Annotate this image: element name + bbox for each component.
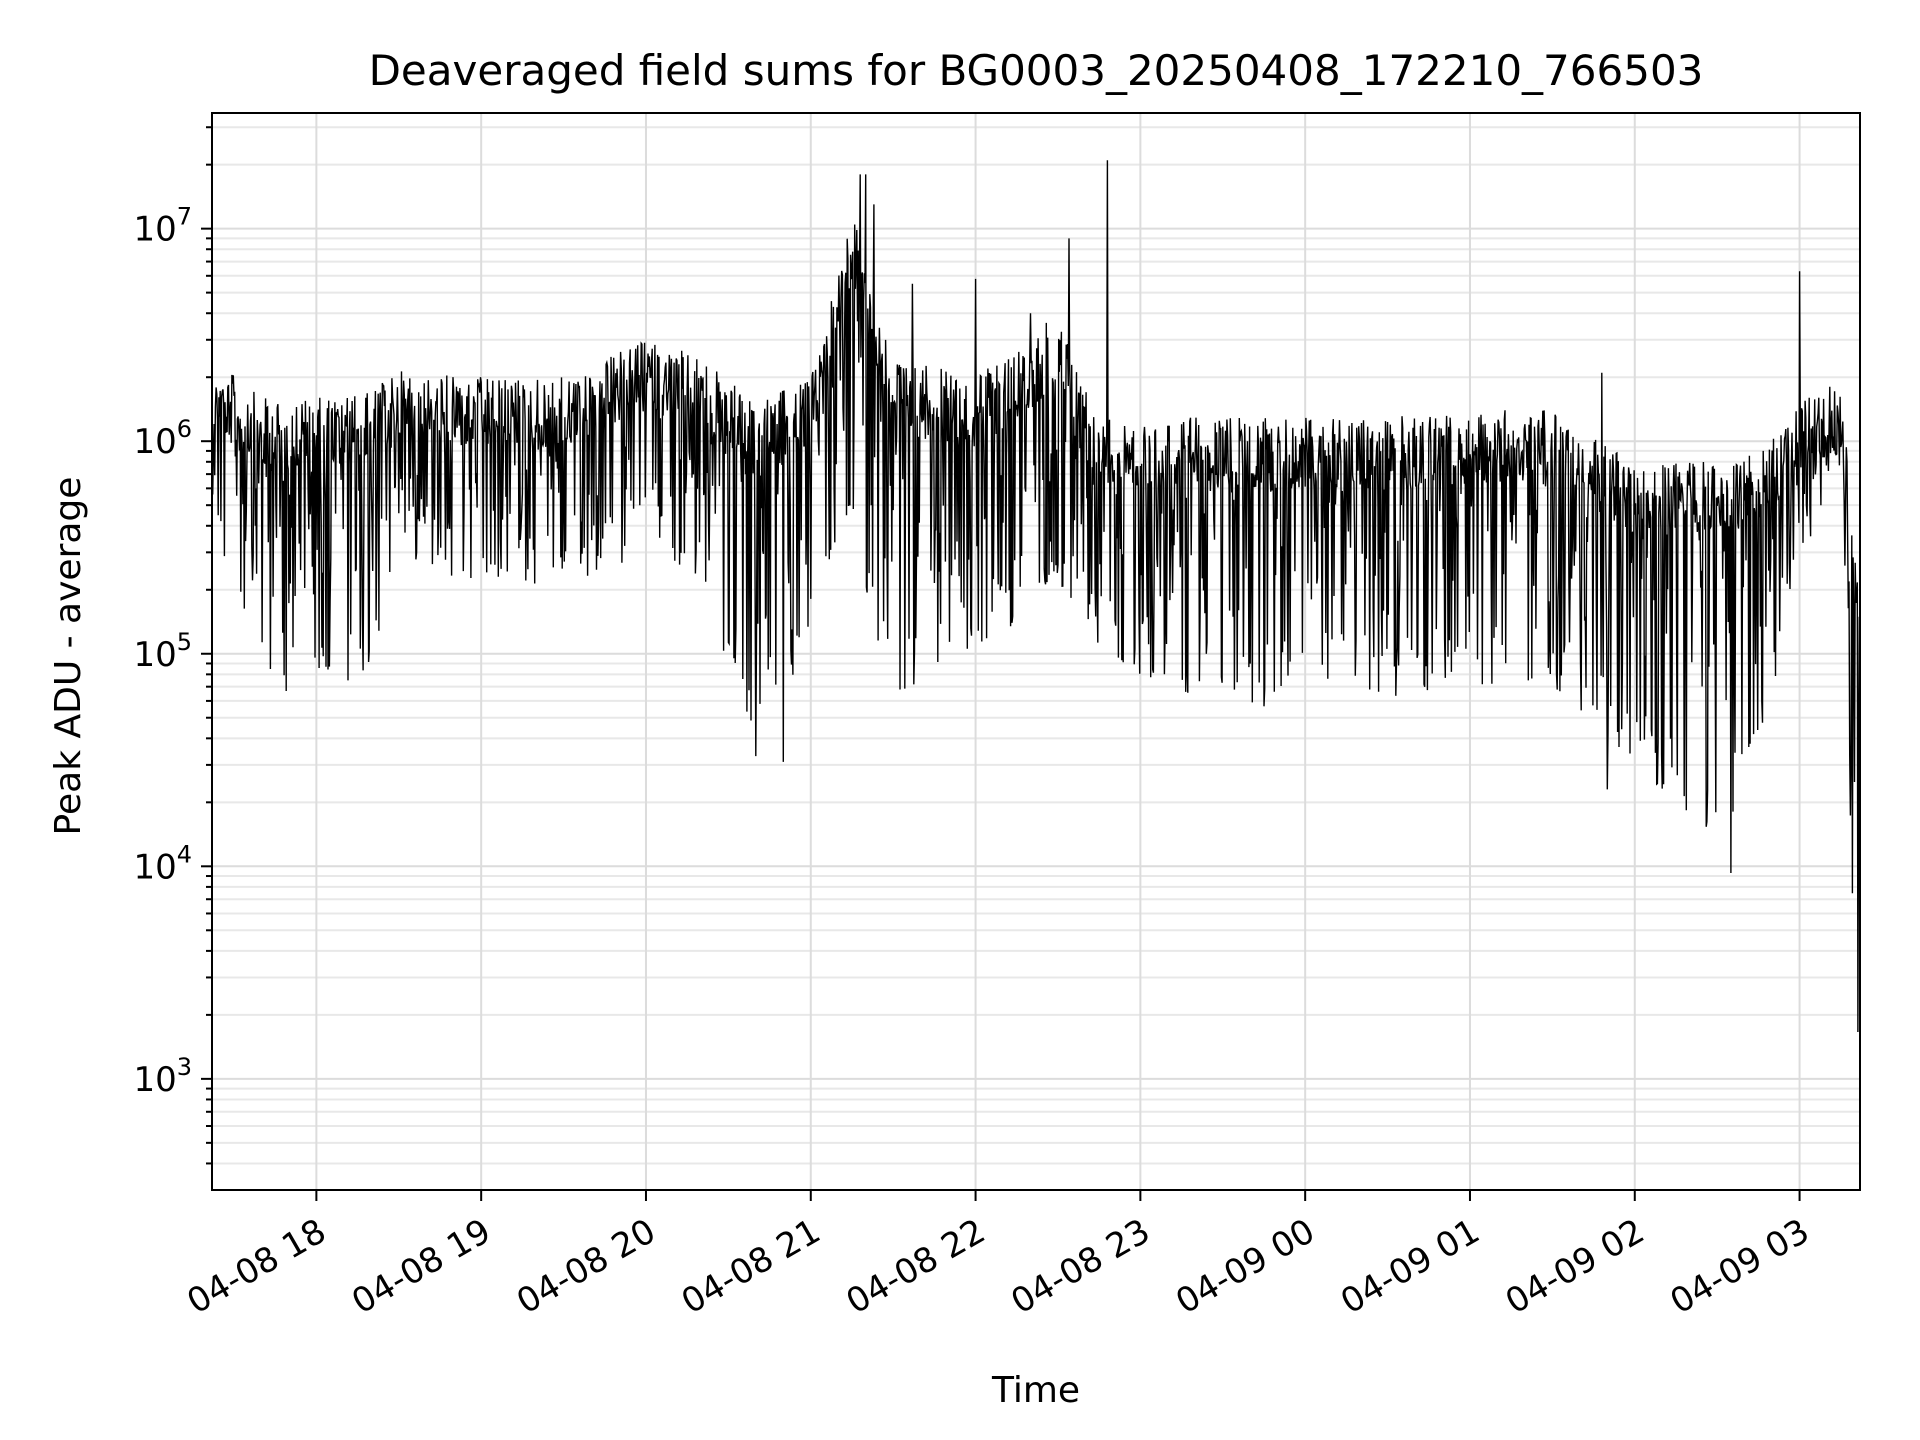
y-tick-base: 10	[133, 210, 176, 250]
series-group	[211, 160, 1861, 1164]
x-axis-label: Time	[991, 1370, 1080, 1411]
y-tick-base: 10	[133, 847, 176, 887]
chart-title: Deaveraged field sums for BG0003_2025040…	[369, 46, 1704, 95]
y-tick-label: 105	[133, 628, 192, 675]
y-tick-base: 10	[133, 1060, 176, 1100]
series-line	[211, 160, 1861, 1164]
y-tick-base: 10	[133, 635, 176, 675]
y-tick-label: 106	[133, 415, 192, 462]
y-tick-exponent: 6	[177, 415, 192, 443]
axes	[211, 112, 1861, 1191]
y-tick-exponent: 3	[177, 1053, 192, 1081]
y-tick-exponent: 7	[177, 203, 192, 231]
y-tick-label: 103	[133, 1053, 192, 1100]
y-tick-label: 107	[133, 203, 192, 250]
y-tick-exponent: 4	[177, 840, 192, 868]
y-tick-exponent: 5	[177, 628, 192, 656]
y-axis-label: Peak ADU - average	[48, 477, 89, 836]
y-tick-label: 104	[133, 840, 192, 887]
y-tick-base: 10	[133, 422, 176, 462]
plot-frame	[211, 112, 1861, 1191]
